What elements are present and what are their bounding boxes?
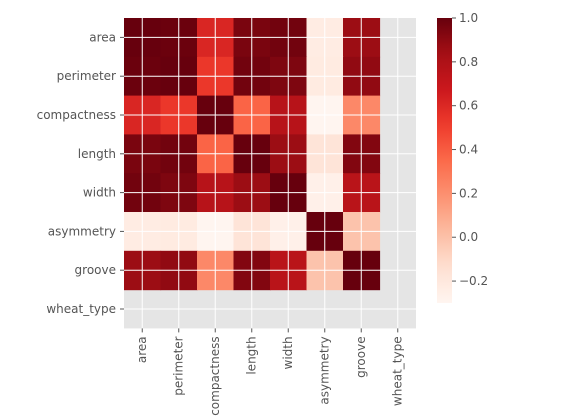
x-tick-label: compactness — [208, 336, 222, 415]
colorbar-tick-label: −0.2 — [459, 274, 488, 288]
x-tick-label: perimeter — [172, 336, 186, 395]
y-tick-label: groove — [75, 263, 116, 277]
colorbar-gradient — [437, 18, 452, 303]
heatmap-plot-area — [124, 18, 416, 329]
x-tick-label: asymmetry — [318, 336, 332, 404]
y-axis-ticks: area perimeter compactness length width asymm… — [37, 30, 124, 316]
x-axis-ticks: area perimeter compactness length width asymm… — [135, 328, 405, 416]
y-tick-label: length — [78, 147, 116, 161]
colorbar-tick-label: 0.6 — [459, 99, 478, 113]
x-tick-label: length — [245, 336, 259, 374]
y-tick-label: compactness — [37, 108, 116, 122]
x-tick-label: groove — [354, 336, 368, 377]
colorbar-tick-label: 1.0 — [459, 11, 478, 25]
colorbar-tick-label: 0.2 — [459, 186, 478, 200]
x-tick-label: width — [281, 336, 295, 369]
y-tick-label: wheat_type — [46, 302, 116, 316]
x-tick-label: wheat_type — [391, 336, 405, 406]
y-tick-label: area — [89, 30, 116, 44]
colorbar: 1.0 0.8 0.6 0.4 0.2 0.0 −0.2 — [437, 11, 488, 303]
y-tick-label: width — [83, 186, 116, 200]
y-tick-label: perimeter — [57, 69, 116, 83]
colorbar-tick-label: 0.4 — [459, 143, 478, 157]
x-tick-label: area — [135, 336, 149, 363]
colorbar-tick-label: 0.8 — [459, 55, 478, 69]
y-tick-label: asymmetry — [48, 224, 116, 238]
colorbar-tick-label: 0.0 — [459, 230, 478, 244]
